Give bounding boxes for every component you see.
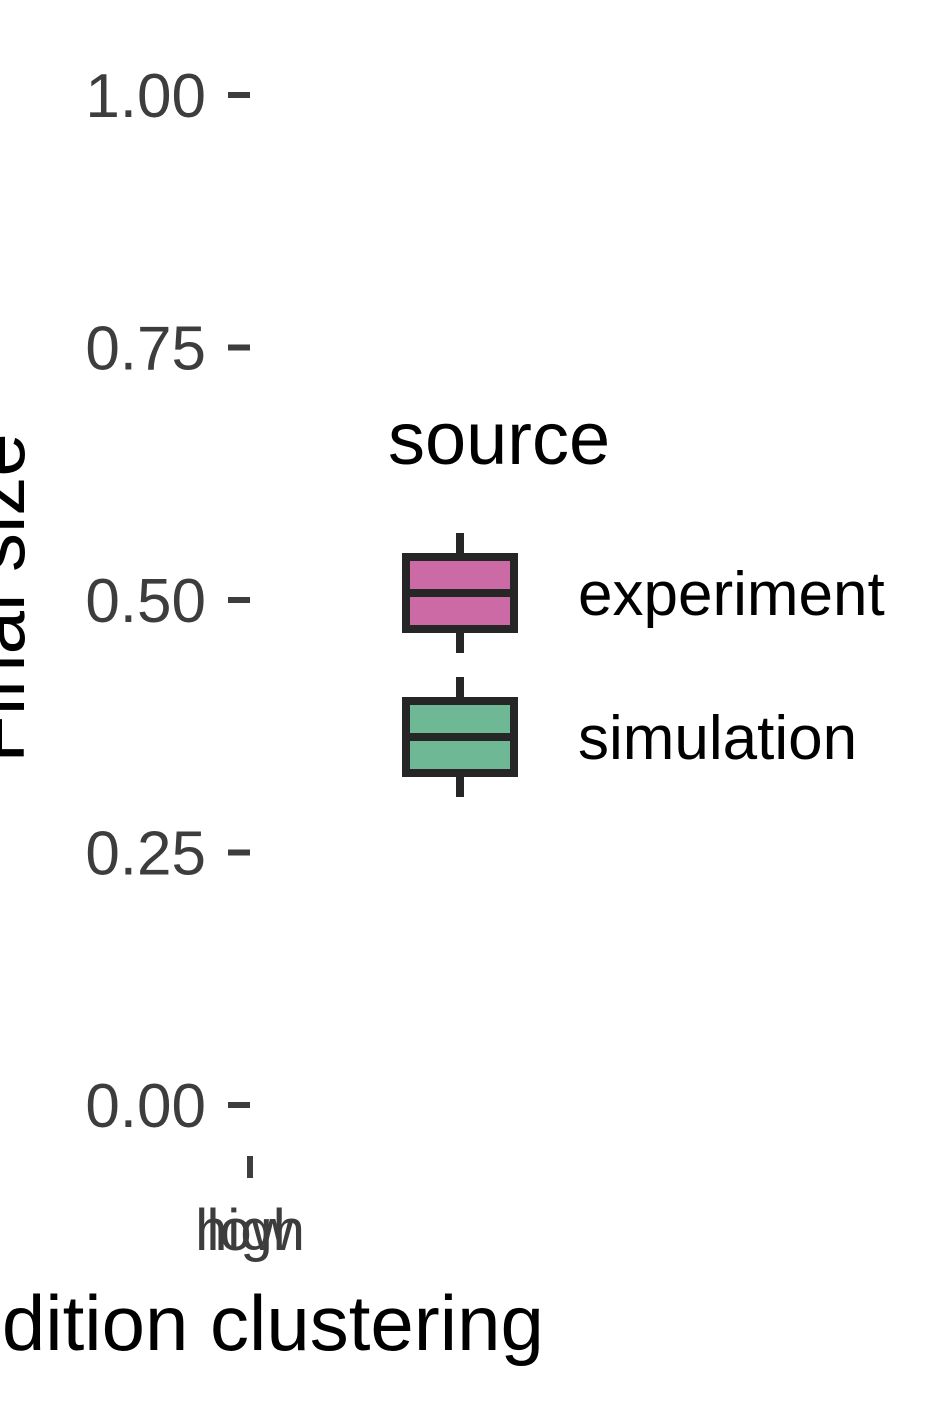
x-tick-label: low [206, 1198, 294, 1263]
y-tick-label: 0.75 [85, 315, 206, 384]
legend-entry-experiment: experiment [402, 533, 885, 653]
legend-label: experiment [578, 560, 885, 629]
legend-title: source [388, 397, 610, 480]
y-tick-label: 0.50 [85, 567, 206, 636]
legend: source experiment simulation [388, 397, 885, 797]
y-tick-label: 0.25 [85, 820, 206, 889]
y-tick-label: 0.00 [85, 1072, 206, 1141]
legend-label: simulation [578, 704, 857, 773]
y-axis-ticks: 0.00 0.25 0.50 0.75 1.00 [85, 62, 250, 1141]
x-axis-title: condition clustering [0, 1279, 544, 1367]
x-tick-label: high [195, 1198, 305, 1263]
y-axis-title: Final size [0, 433, 41, 762]
y-tick-label: 1.00 [85, 62, 206, 131]
legend-entry-simulation: simulation [402, 677, 857, 797]
